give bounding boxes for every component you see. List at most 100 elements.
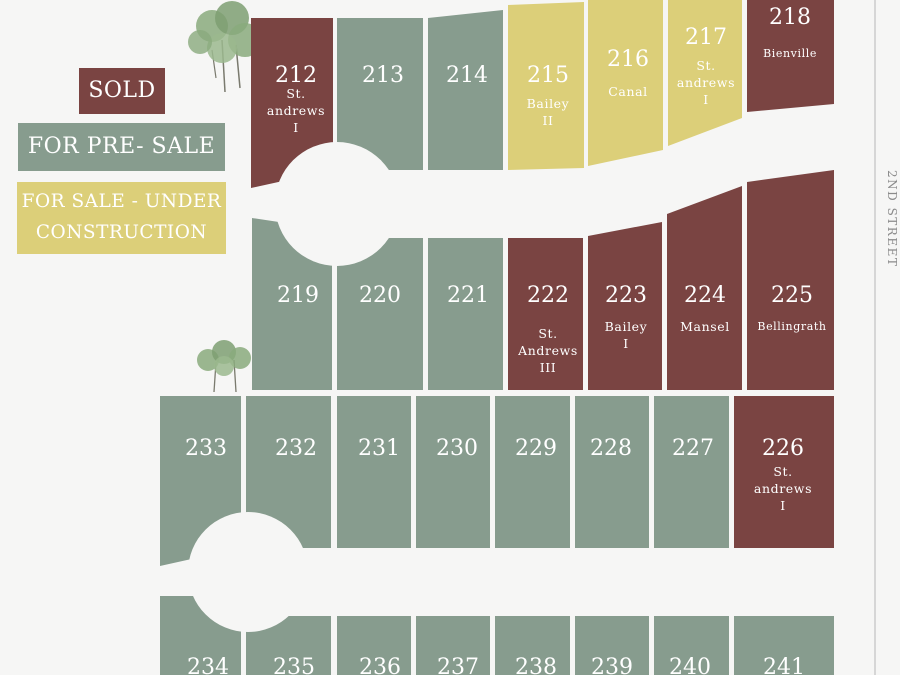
legend-presale: FOR PRE- SALE [18,123,225,171]
lot-number-233: 233 [185,436,227,461]
lot-224[interactable] [667,186,742,390]
lot-plan-name-226: St. andrews I [754,464,812,513]
lot-plan-line: andrews [677,75,735,90]
lot-number-214: 214 [446,63,488,88]
lot-plan-name-215: Bailey II [527,96,570,128]
lot-plan-name-216: Canal [608,84,648,99]
legend-construction: FOR SALE - UNDER CONSTRUCTION [17,182,226,254]
lot-number-230: 230 [436,436,478,461]
lot-219[interactable] [252,218,332,390]
lot-plan-line: Bellingrath [757,320,826,333]
lot-222[interactable] [508,238,583,390]
lot-number-231: 231 [358,436,400,461]
lot-237[interactable] [416,616,490,675]
lot-212[interactable] [251,18,333,188]
lot-number-213: 213 [362,63,404,88]
lot-number-220: 220 [359,283,401,308]
streets [188,142,399,632]
lot-229[interactable] [495,396,570,548]
lot-plan-line: St. [773,464,792,479]
lot-plan-name-225: Bellingrath [757,320,826,333]
lot-226[interactable] [734,396,834,548]
lot-227[interactable] [654,396,729,548]
lot-236[interactable] [337,616,411,675]
cul-de-sac [188,512,308,632]
lot-223[interactable] [588,222,662,390]
lot-number-239: 239 [591,655,633,675]
legend-construction-line2: CONSTRUCTION [35,222,208,243]
lot-number-228: 228 [590,436,632,461]
lot-228[interactable] [575,396,649,548]
lot-239[interactable] [575,616,649,675]
lot-number-218: 218 [769,5,811,30]
lot-plan-line: I [293,120,299,135]
lot-plan-line: Bailey [527,96,570,111]
lot-number-215: 215 [527,63,569,88]
lot-plan-line: Canal [608,84,648,99]
tree-icon [197,340,251,393]
lot-plan-line: andrews [267,103,325,118]
lot-number-223: 223 [605,283,647,308]
legend-sold: SOLD [79,68,165,114]
lot-214[interactable] [428,10,503,170]
lot-plan-line: Mansel [680,319,730,334]
lot-number-217: 217 [685,25,727,50]
lot-plan-line: Andrews [517,343,578,358]
lot-number-236: 236 [359,655,401,675]
lot-plan-name-217: St. andrews I [677,58,735,107]
lot-216[interactable] [588,0,663,166]
lot-218[interactable] [747,0,834,112]
lot-plan-name-218: Bienville [763,47,817,60]
lot-238[interactable] [495,616,570,675]
lot-plan-name-224: Mansel [680,319,730,334]
lot-number-224: 224 [684,283,726,308]
lot-number-240: 240 [669,655,711,675]
lot-number-241: 241 [763,655,805,675]
tree-icon [188,1,262,93]
lot-215[interactable] [508,2,584,170]
lot-number-226: 226 [762,436,804,461]
lot-number-212: 212 [275,63,317,88]
lot-plan-line: St. [538,326,557,341]
lot-231[interactable] [337,396,411,548]
lot-number-222: 222 [527,283,569,308]
legend-construction-line1: FOR SALE - UNDER [21,191,222,212]
lot-232[interactable] [246,396,331,548]
lot-number-227: 227 [672,436,714,461]
lot-213[interactable] [337,18,423,170]
lot-220[interactable] [337,238,423,390]
lot-number-235: 235 [273,655,315,675]
lot-230[interactable] [416,396,490,548]
lot-plan-line: andrews [754,481,812,496]
lot-plan-name-223: Bailey I [605,319,648,351]
lot-plan-name-212: St. andrews I [267,86,325,135]
lot-240[interactable] [654,616,729,675]
lot-plan-line: St. [696,58,715,73]
street-boundary-line [874,0,876,675]
lot-number-219: 219 [277,283,319,308]
lot-plan-line: I [703,92,709,107]
lot-plan-line: III [540,360,557,375]
lot-plan-line: St. [286,86,305,101]
lot-number-238: 238 [515,655,557,675]
lot-plan-line: I [623,336,629,351]
lot-number-216: 216 [607,47,649,72]
lot-number-234: 234 [187,655,229,675]
lot-plan-name-222: St. Andrews III [517,326,578,375]
lot-number-237: 237 [437,655,479,675]
lot-225[interactable] [747,170,834,390]
lot-plan-line: II [542,113,553,128]
street-label: 2ND STREET [885,170,899,268]
lot-number-225: 225 [771,283,813,308]
lot-plan-line: Bailey [605,319,648,334]
cul-de-sac [275,142,399,266]
trees [188,1,262,393]
lot-number-221: 221 [447,283,489,308]
lot-221[interactable] [428,238,503,390]
lot-235[interactable] [246,616,331,675]
lot-217[interactable] [668,0,742,146]
lot-plan-line: Bienville [763,47,817,60]
lot-241[interactable] [734,616,834,675]
lot-plan-line: I [780,498,786,513]
